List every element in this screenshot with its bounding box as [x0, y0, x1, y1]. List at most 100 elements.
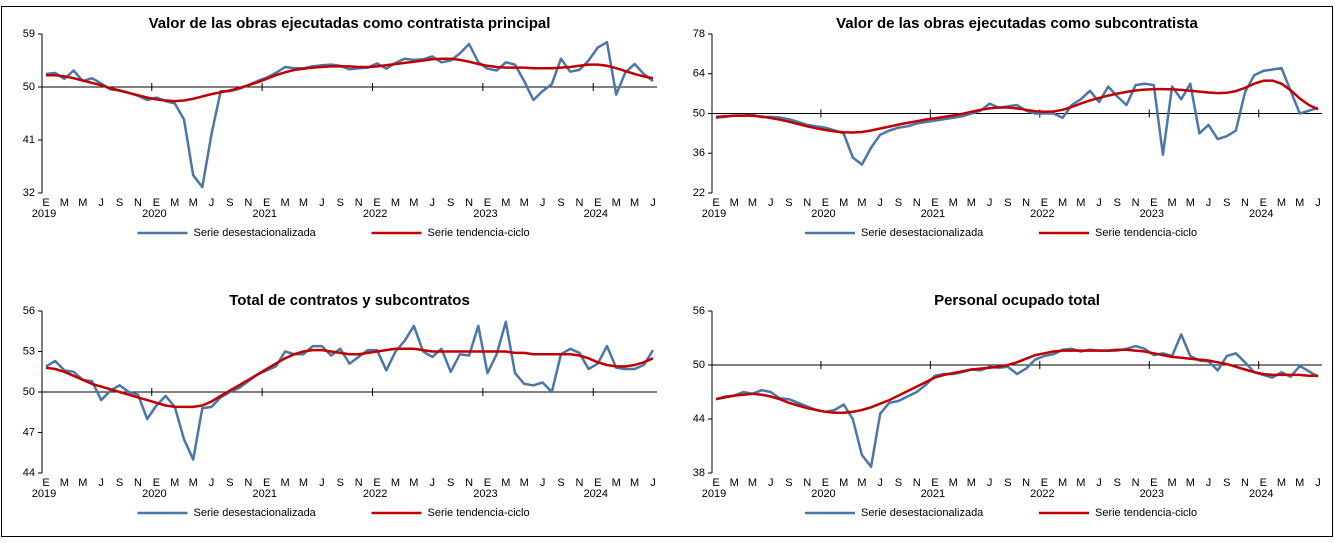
x-tick-label: M — [1277, 477, 1286, 489]
x-tick-label: J — [1315, 477, 1321, 489]
x-tick-label: M — [1167, 197, 1176, 209]
year-label: 2024 — [1249, 208, 1273, 220]
x-tick-label: J — [430, 477, 436, 489]
x-tick-label: N — [575, 197, 583, 209]
x-tick-label: J — [1096, 197, 1102, 209]
x-tick-label: J — [209, 477, 215, 489]
x-tick-label: J — [1206, 197, 1212, 209]
x-tick-label: N — [803, 197, 811, 209]
x-tick-label: S — [1004, 197, 1011, 209]
x-tick-label: N — [913, 197, 921, 209]
year-label: 2019 — [702, 488, 726, 500]
year-label: 2023 — [1140, 208, 1164, 220]
legend-label: Serie desestacionalizada — [194, 227, 317, 239]
year-label: 2021 — [252, 488, 276, 500]
x-tick-label: N — [1022, 197, 1030, 209]
y-tick-label: 64 — [693, 68, 705, 80]
year-label: 2024 — [584, 208, 608, 220]
x-tick-label: M — [730, 477, 739, 489]
x-tick-label: M — [967, 197, 976, 209]
year-label: 2022 — [363, 488, 387, 500]
x-tick-label: E — [263, 477, 270, 489]
x-tick-label: J — [877, 197, 883, 209]
x-tick-label: E — [373, 197, 380, 209]
x-tick-label: S — [895, 197, 902, 209]
y-tick-label: 38 — [693, 467, 705, 479]
x-tick-label: N — [355, 477, 363, 489]
x-tick-label: M — [839, 197, 848, 209]
x-tick-label: J — [98, 197, 104, 209]
x-tick-label: M — [1277, 197, 1286, 209]
year-label: 2019 — [32, 488, 56, 500]
y-tick-label: 59 — [23, 28, 35, 40]
x-tick-label: E — [822, 477, 829, 489]
year-label: 2020 — [811, 208, 835, 220]
x-tick-label: M — [949, 197, 958, 209]
x-tick-label: M — [299, 477, 308, 489]
x-tick-label: S — [1114, 477, 1121, 489]
x-tick-label: E — [931, 477, 938, 489]
x-tick-label: S — [785, 477, 792, 489]
x-tick-label: N — [1132, 197, 1140, 209]
x-tick-label: E — [1150, 197, 1157, 209]
x-tick-label: E — [712, 477, 719, 489]
year-label: 2020 — [142, 208, 166, 220]
year-label: 2019 — [702, 208, 726, 220]
legend-label: Serie desestacionalizada — [861, 227, 984, 239]
year-label: 2022 — [1030, 208, 1054, 220]
x-tick-label: M — [1076, 197, 1085, 209]
chart-title: Valor de las obras ejecutadas como subco… — [836, 15, 1198, 32]
series-line — [715, 79, 1319, 134]
series-line — [45, 40, 654, 189]
x-tick-label: M — [630, 477, 639, 489]
year-label: 2021 — [921, 488, 945, 500]
chart-title: Valor de las obras ejecutadas como contr… — [149, 15, 551, 32]
x-tick-label: M — [1167, 477, 1176, 489]
x-tick-label: J — [987, 477, 993, 489]
x-tick-label: M — [60, 197, 69, 209]
y-tick-label: 44 — [23, 467, 35, 479]
y-tick-label: 36 — [693, 147, 705, 159]
x-tick-label: S — [226, 197, 233, 209]
x-tick-label: E — [1041, 477, 1048, 489]
x-tick-label: E — [1150, 477, 1157, 489]
x-tick-label: E — [594, 477, 601, 489]
x-tick-label: J — [540, 197, 546, 209]
x-tick-label: M — [1295, 197, 1304, 209]
x-tick-label: J — [877, 477, 883, 489]
series-line — [45, 347, 654, 409]
x-tick-label: S — [1004, 477, 1011, 489]
y-tick-label: 22 — [693, 187, 705, 199]
x-tick-label: J — [1096, 477, 1102, 489]
x-tick-label: M — [409, 477, 418, 489]
year-label: 2020 — [811, 488, 835, 500]
x-tick-label: E — [373, 477, 380, 489]
legend-label: Serie tendencia-ciclo — [1095, 507, 1197, 519]
y-tick-label: 41 — [23, 134, 35, 146]
x-tick-label: N — [575, 477, 583, 489]
x-tick-label: M — [520, 197, 529, 209]
x-tick-label: S — [1114, 197, 1121, 209]
x-tick-label: E — [712, 197, 719, 209]
x-tick-label: M — [612, 197, 621, 209]
y-tick-label: 56 — [23, 305, 35, 317]
x-tick-label: M — [748, 197, 757, 209]
chart-title: Total de contratos y subcontratos — [229, 292, 470, 309]
x-tick-label: J — [650, 197, 656, 209]
x-tick-label: J — [650, 477, 656, 489]
x-tick-label: N — [134, 477, 142, 489]
x-tick-label: J — [1206, 477, 1212, 489]
x-tick-label: M — [967, 477, 976, 489]
x-tick-label: N — [913, 477, 921, 489]
x-tick-label: E — [42, 477, 49, 489]
legend-label: Serie desestacionalizada — [194, 507, 317, 519]
x-tick-label: S — [557, 197, 564, 209]
x-tick-label: M — [170, 197, 179, 209]
y-tick-label: 56 — [693, 305, 705, 317]
year-label: 2024 — [584, 488, 608, 500]
x-tick-label: M — [189, 197, 198, 209]
x-tick-label: M — [857, 197, 866, 209]
x-tick-label: E — [1041, 197, 1048, 209]
x-tick-label: M — [409, 197, 418, 209]
